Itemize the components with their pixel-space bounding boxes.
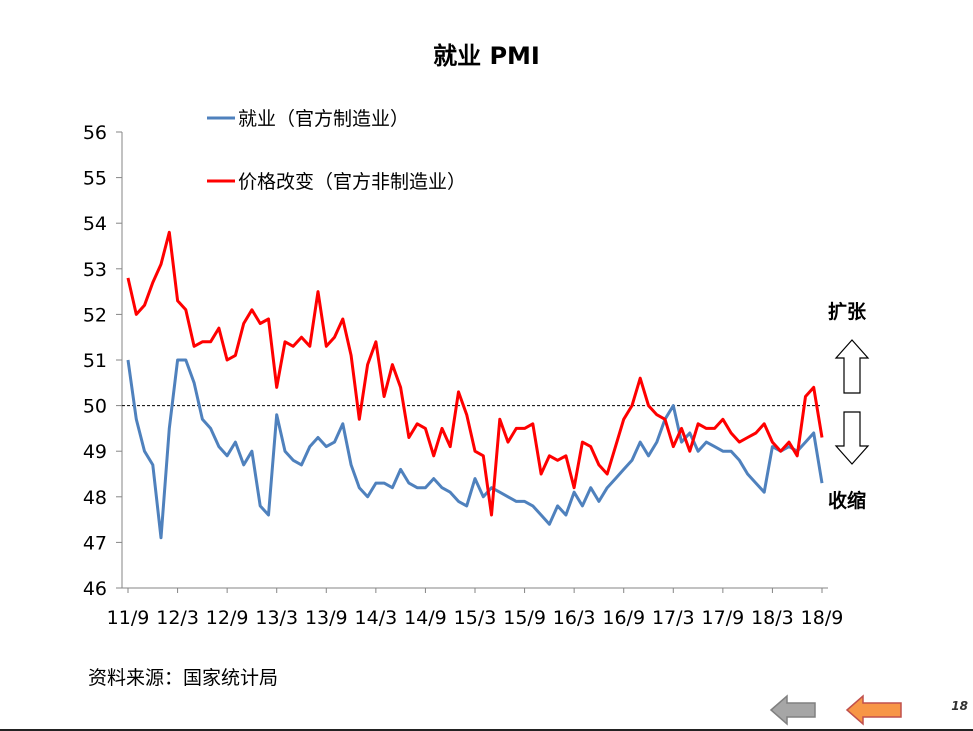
up-arrow-icon	[834, 339, 870, 394]
x-tick-label: 16/9	[602, 607, 645, 629]
x-tick-label: 12/3	[156, 607, 199, 629]
x-tick-label: 18/9	[801, 607, 844, 629]
y-tick-label: 55	[83, 168, 107, 190]
left-arrow-icon	[769, 694, 816, 726]
source-note: 资料来源：国家统计局	[88, 667, 279, 689]
series-line-1	[126, 358, 824, 540]
footer-divider	[0, 729, 973, 731]
y-tick-label: 48	[83, 487, 107, 509]
left-arrow-icon	[845, 694, 902, 726]
x-tick-label: 17/9	[702, 607, 745, 629]
y-tick-label: 51	[83, 350, 107, 372]
down-arrow-icon	[834, 411, 870, 465]
y-tick-label: 56	[83, 122, 107, 144]
x-tick-label: 14/9	[404, 607, 447, 629]
next-slide-button[interactable]	[845, 694, 903, 726]
y-tick-label: 49	[83, 441, 107, 463]
expansion-label: 扩张	[828, 301, 867, 323]
x-tick-label: 15/3	[454, 607, 497, 629]
y-tick-label: 53	[83, 259, 107, 281]
legend-label-2: 价格改变（官方非制造业）	[238, 171, 466, 193]
y-tick-label: 52	[83, 304, 107, 326]
x-tick-label: 13/9	[305, 607, 348, 629]
y-tick-label: 46	[83, 578, 107, 600]
x-tick-label: 11/9	[107, 607, 150, 629]
series-line-2	[126, 230, 824, 517]
x-tick-label: 13/3	[255, 607, 298, 629]
x-tick-label: 16/3	[553, 607, 596, 629]
legend-label-1: 就业（官方制造业）	[238, 108, 409, 130]
y-tick-label: 50	[83, 396, 107, 418]
page-number: 18	[951, 699, 968, 713]
y-tick-label: 54	[83, 213, 107, 235]
x-tick-label: 14/3	[355, 607, 398, 629]
y-tick-label: 47	[83, 532, 107, 554]
x-tick-label: 18/3	[751, 607, 794, 629]
contraction-label: 收缩	[828, 490, 867, 512]
x-tick-label: 15/9	[503, 607, 546, 629]
x-tick-label: 17/3	[652, 607, 695, 629]
previous-slide-button[interactable]	[769, 694, 817, 726]
x-tick-label: 12/9	[206, 607, 249, 629]
chart-title: 就业 PMI	[433, 42, 540, 70]
